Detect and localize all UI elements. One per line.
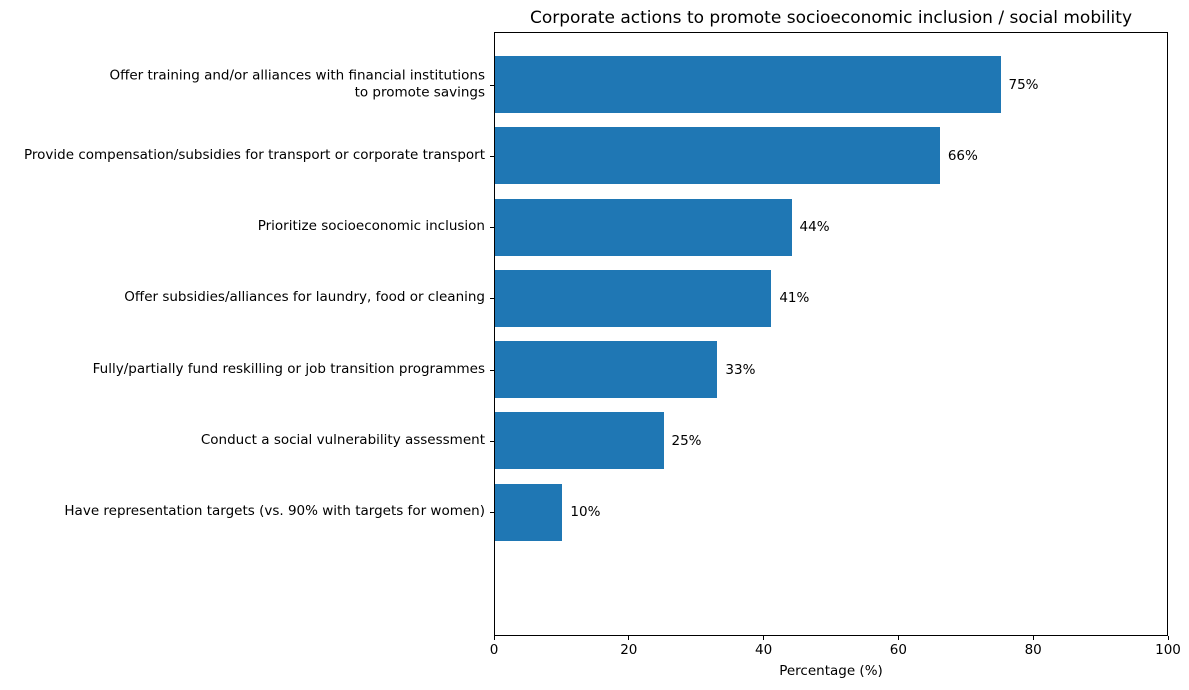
x-tick-label: 60 <box>889 642 907 658</box>
bar <box>495 483 563 541</box>
x-tick-mark <box>493 636 495 640</box>
value-label: 75% <box>1008 76 1039 93</box>
category-label: Offer training and/or alliances with fin… <box>109 67 485 101</box>
bar <box>495 341 718 399</box>
x-tick-label: 40 <box>755 642 773 658</box>
value-label: 33% <box>725 361 756 378</box>
category-label: Have representation targets (vs. 90% wit… <box>64 503 485 520</box>
x-tick-mark <box>763 636 765 640</box>
x-tick-label: 100 <box>1155 642 1181 658</box>
value-label: 66% <box>947 147 978 164</box>
bar <box>495 127 940 185</box>
bar <box>495 56 1001 114</box>
value-label: 25% <box>671 432 702 449</box>
bar <box>495 269 772 327</box>
y-tick-mark <box>490 369 494 371</box>
x-tick-mark <box>628 636 630 640</box>
x-tick-label: 80 <box>1024 642 1042 658</box>
y-tick-mark <box>490 227 494 229</box>
category-label: Offer subsidies/alliances for laundry, f… <box>124 289 485 306</box>
y-tick-mark <box>490 84 494 86</box>
category-label: Provide compensation/subsidies for trans… <box>24 147 485 164</box>
x-tick-mark <box>897 636 899 640</box>
y-tick-mark <box>490 298 494 300</box>
y-tick-mark <box>490 440 494 442</box>
plot-area <box>494 32 1168 636</box>
category-label: Conduct a social vulnerability assessmen… <box>200 432 485 449</box>
category-label: Fully/partially fund reskilling or job t… <box>92 360 485 377</box>
bar <box>495 198 792 256</box>
category-label: Prioritize socioeconomic inclusion <box>257 218 485 235</box>
value-label: 44% <box>799 219 830 236</box>
bar <box>495 412 664 470</box>
x-tick-label: 0 <box>489 642 499 658</box>
x-tick-mark <box>1032 636 1034 640</box>
chart-title: Corporate actions to promote socioeconom… <box>529 8 1133 28</box>
x-axis-label: Percentage (%) <box>779 663 883 679</box>
x-tick-label: 20 <box>620 642 638 658</box>
value-label: 41% <box>779 290 810 307</box>
y-tick-mark <box>490 512 494 514</box>
x-tick-mark <box>1167 636 1169 640</box>
y-tick-mark <box>490 155 494 157</box>
value-label: 10% <box>570 504 601 521</box>
